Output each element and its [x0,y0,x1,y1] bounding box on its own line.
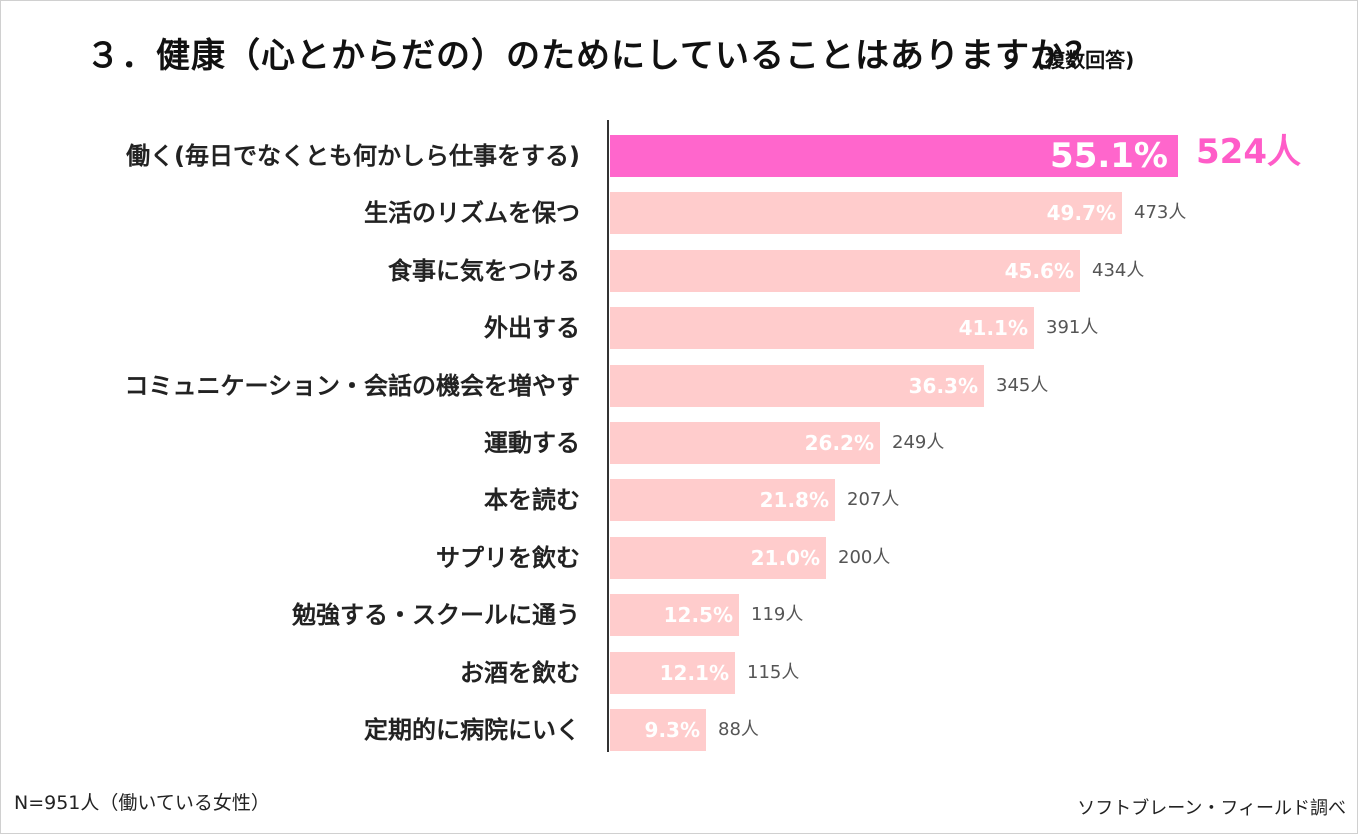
category-label: 生活のリズムを保つ [364,199,580,227]
bar [610,365,984,407]
y-axis-line [607,120,609,752]
percent-label: 9.3% [644,718,700,742]
percent-label: 26.2% [804,431,874,455]
percent-label: 21.0% [750,546,820,570]
bar [610,192,1122,234]
bar [610,652,735,694]
bar [610,422,880,464]
bar [610,479,835,521]
percent-label: 12.1% [659,661,729,685]
category-label: 運動する [484,429,580,457]
category-label: サプリを飲む [436,544,580,572]
source-credit: ソフトブレーン・フィールド調べ [1077,798,1346,819]
category-label: 食事に気をつける [388,257,580,285]
count-label: 345人 [996,375,1049,396]
count-label: 249人 [892,432,945,453]
sample-size-note: N=951人（働いている女性） [14,792,270,814]
category-label: 定期的に病院にいく [364,716,580,744]
count-label: 200人 [838,547,891,568]
chart-title: ３．健康（心とからだの）のためにしていることはありますか？ [86,36,1100,76]
bar [610,307,1034,349]
category-label: コミュニケーション・会話の機会を増やす [124,372,580,400]
bar [610,135,1178,177]
bar [610,250,1080,292]
count-label: 88人 [718,719,759,740]
percent-label: 45.6% [1004,259,1074,283]
percent-label: 55.1% [1050,136,1168,176]
count-label: 391人 [1046,317,1099,338]
count-label: 119人 [751,604,804,625]
bar [610,537,826,579]
percent-label: 41.1% [958,316,1028,340]
count-label: 434人 [1092,260,1145,281]
bar [610,594,739,636]
category-label: お酒を飲む [460,659,580,687]
bar [610,709,706,751]
count-label: 115人 [747,662,800,683]
category-label: 本を読む [484,486,580,514]
count-label: 473人 [1134,202,1187,223]
percent-label: 49.7% [1046,201,1116,225]
category-label: 働く(毎日でなくとも何かしら仕事をする) [126,142,580,170]
category-label: 外出する [484,314,580,342]
percent-label: 12.5% [663,603,733,627]
percent-label: 36.3% [908,374,978,398]
chart-subtitle: (複数回答) [1036,48,1135,72]
percent-label: 21.8% [759,488,829,512]
count-label: 207人 [847,489,900,510]
category-label: 勉強する・スクールに通う [292,601,580,629]
count-label: 524人 [1196,132,1301,172]
